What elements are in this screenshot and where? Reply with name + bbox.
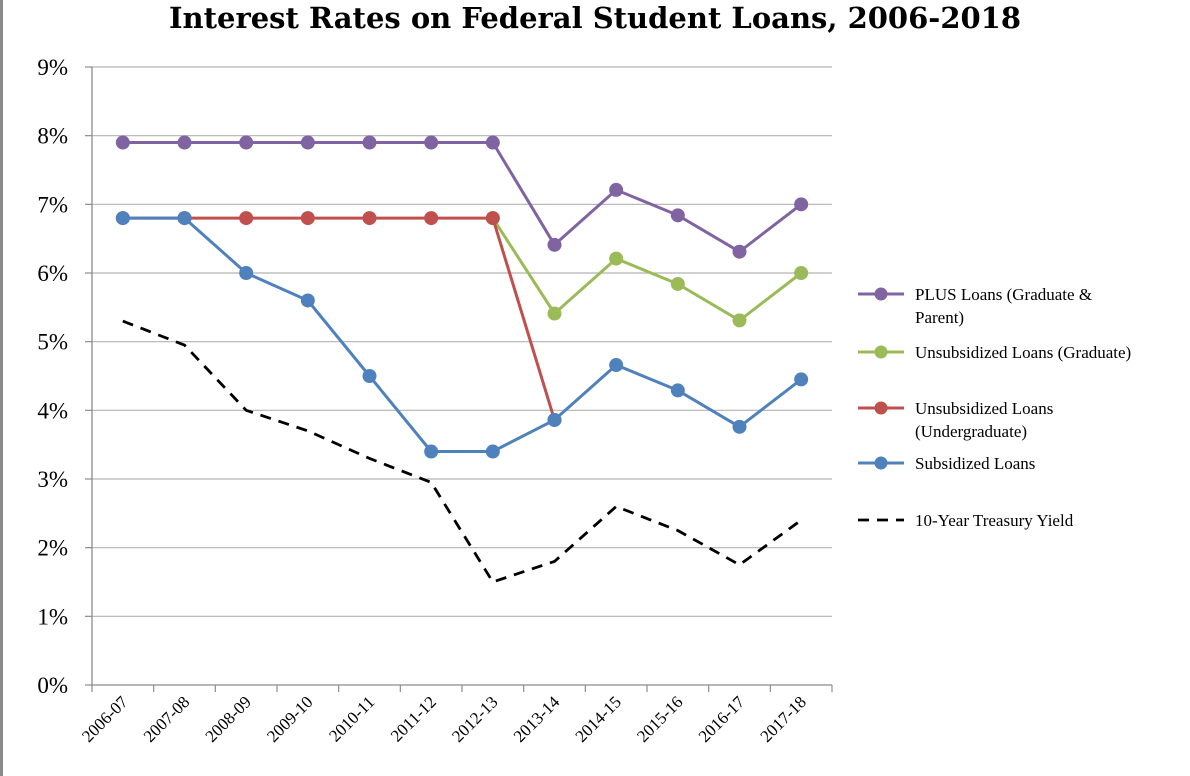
y-tick-label: 7% xyxy=(37,192,68,217)
data-point xyxy=(670,276,685,291)
x-tick-label: 2006-07 xyxy=(78,692,132,746)
y-tick-label: 6% xyxy=(37,261,68,286)
x-tick-label: 2010-11 xyxy=(325,692,378,745)
data-point xyxy=(239,135,254,150)
data-point xyxy=(732,313,747,328)
y-tick-label: 2% xyxy=(37,536,68,561)
data-point xyxy=(547,306,562,321)
data-point xyxy=(609,251,624,266)
legend-marker xyxy=(874,401,888,415)
x-tick-label: 2015-16 xyxy=(633,692,687,746)
series-2 xyxy=(115,211,562,427)
series-3 xyxy=(115,211,809,459)
y-tick-label: 8% xyxy=(37,124,68,149)
gridlines xyxy=(92,66,832,617)
y-tick-label: 3% xyxy=(37,467,68,492)
axes xyxy=(91,67,832,686)
data-point xyxy=(424,211,439,226)
x-tick-label: 2013-14 xyxy=(510,692,564,746)
data-point xyxy=(177,135,192,150)
data-point xyxy=(732,244,747,259)
series-group xyxy=(115,135,809,584)
x-tick-label: 2014-15 xyxy=(571,692,625,746)
data-point xyxy=(362,211,377,226)
data-point xyxy=(300,211,315,226)
x-tick-label: 2009-10 xyxy=(263,692,317,746)
chart-title: Interest Rates on Federal Student Loans,… xyxy=(168,1,1022,35)
data-point xyxy=(547,237,562,252)
legend-item: Unsubsidized Loans (Undergraduate) xyxy=(858,399,1053,441)
series-1 xyxy=(485,211,809,328)
series-line xyxy=(122,216,803,453)
x-tick-label: 2008-09 xyxy=(201,692,255,746)
legend-label: (Undergraduate) xyxy=(915,422,1027,441)
legend-item: PLUS Loans (Graduate & Parent) xyxy=(858,285,1092,327)
data-point xyxy=(239,211,254,226)
series-0 xyxy=(115,135,809,259)
series-line xyxy=(122,141,803,254)
y-tick-label: 9% xyxy=(37,55,68,80)
legend-marker xyxy=(874,287,888,301)
data-point xyxy=(670,208,685,223)
x-tick-label: 2007-08 xyxy=(140,692,194,746)
legend-label: Parent) xyxy=(915,308,964,327)
legend-label: Unsubsidized Loans xyxy=(915,399,1053,418)
series-line xyxy=(491,217,803,322)
data-point xyxy=(362,135,377,150)
data-point xyxy=(794,266,809,280)
legend-label: PLUS Loans (Graduate & xyxy=(915,285,1092,304)
data-point xyxy=(794,197,809,212)
y-tick-label: 5% xyxy=(37,330,68,355)
y-tick-label: 4% xyxy=(37,398,68,423)
data-point xyxy=(424,135,439,150)
legend-marker xyxy=(874,456,888,470)
series-line xyxy=(122,319,803,584)
data-point xyxy=(547,412,562,427)
x-tick-label: 2016-17 xyxy=(695,692,749,746)
legend-item: 10-Year Treasury Yield xyxy=(858,511,1074,530)
y-axis-ticks: 0% 1% 2% 3% 4% 5% 6% 7% 8% 9% xyxy=(37,55,92,698)
x-tick-label: 2017-18 xyxy=(756,692,810,746)
data-point xyxy=(424,444,439,459)
left-border xyxy=(0,0,3,776)
data-point xyxy=(609,182,624,197)
data-point xyxy=(485,211,500,226)
data-point xyxy=(300,293,315,308)
legend-marker xyxy=(874,345,888,359)
legend-label: 10-Year Treasury Yield xyxy=(915,511,1074,530)
data-point xyxy=(300,135,315,150)
x-axis-ticks: 2006-07 2007-08 2008-09 2009-10 2010-11 2011-… xyxy=(78,685,833,746)
data-point xyxy=(485,444,500,459)
legend-label: Subsidized Loans xyxy=(915,454,1035,473)
data-point xyxy=(177,211,192,226)
x-tick-label: 2011-12 xyxy=(387,692,440,745)
series-line xyxy=(122,216,556,421)
legend-item: Subsidized Loans xyxy=(858,454,1035,473)
data-point xyxy=(732,419,747,434)
y-tick-label: 1% xyxy=(37,604,68,629)
legend-label: Unsubsidized Loans (Graduate) xyxy=(915,343,1131,362)
series-4 xyxy=(122,319,803,584)
legend: PLUS Loans (Graduate & Parent) Unsubsidize… xyxy=(858,285,1131,530)
data-point xyxy=(362,369,377,383)
data-point xyxy=(115,211,130,226)
y-tick-label: 0% xyxy=(37,673,68,698)
data-point xyxy=(670,383,685,398)
data-point xyxy=(485,135,500,150)
legend-item: Unsubsidized Loans (Graduate) xyxy=(858,343,1131,362)
data-point xyxy=(794,372,809,387)
data-point xyxy=(115,135,130,150)
data-point xyxy=(609,358,624,373)
data-point xyxy=(239,266,254,280)
x-tick-label: 2012-13 xyxy=(448,692,502,746)
